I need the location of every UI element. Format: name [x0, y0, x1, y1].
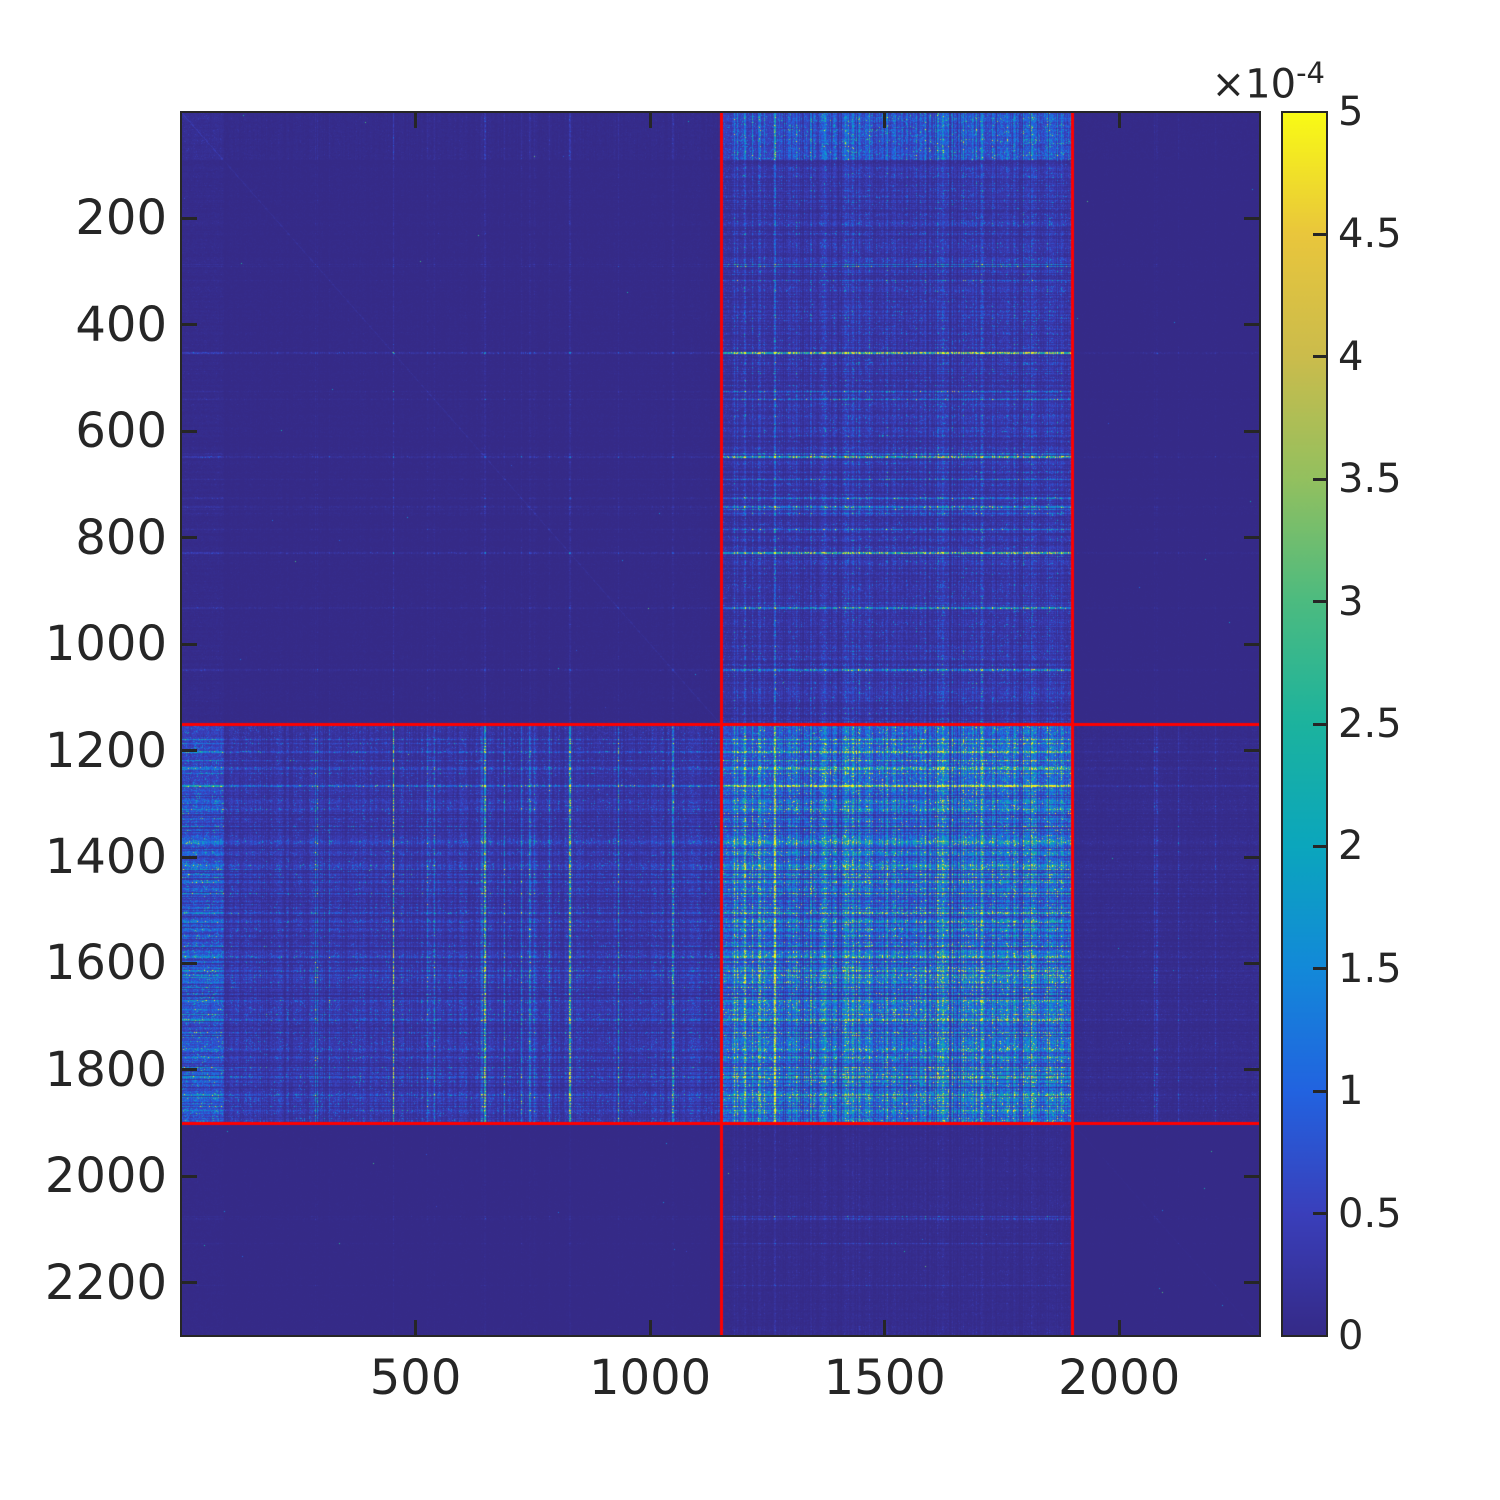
colorbar-tick-label: 3.5: [1338, 456, 1402, 503]
y-tick-label: 1200: [44, 722, 167, 779]
colorbar-tick-label: 1: [1338, 1068, 1364, 1115]
y-tick-right: [1244, 642, 1260, 646]
colorbar-exponent-label: ×10-4: [1130, 56, 1325, 107]
y-tick-right: [1244, 1068, 1260, 1072]
y-tick-right: [1244, 749, 1260, 753]
x-tick: [1117, 1320, 1121, 1336]
colorbar-tick-label: 3: [1338, 578, 1364, 625]
x-tick-label: 500: [369, 1350, 462, 1406]
y-tick-label: 400: [75, 296, 167, 353]
colorbar-tick-label: 0: [1338, 1313, 1364, 1359]
y-tick-label: 1600: [44, 935, 167, 992]
y-tick-right: [1244, 536, 1260, 540]
x-tick: [648, 1320, 652, 1336]
colorbar-exponent-base: ×10: [1211, 61, 1297, 108]
x-tick-top: [648, 112, 652, 128]
y-tick: [181, 1174, 197, 1178]
x-tick-top: [414, 112, 418, 128]
colorbar-tick-label: 1.5: [1338, 945, 1402, 992]
colorbar-tick: [1313, 1089, 1327, 1093]
colorbar-tick: [1313, 600, 1327, 604]
x-tick-top: [1117, 112, 1121, 128]
y-tick: [181, 1068, 197, 1072]
y-tick-label: 800: [75, 509, 167, 566]
colorbar-tick: [1313, 232, 1327, 236]
x-tick: [883, 1320, 887, 1336]
y-tick: [181, 855, 197, 859]
colorbar-tick: [1313, 477, 1327, 481]
y-tick-label: 200: [75, 190, 167, 247]
colorbar-tick: [1313, 355, 1327, 359]
y-tick-label: 1400: [44, 829, 167, 886]
y-tick-right: [1244, 961, 1260, 965]
x-tick: [414, 1320, 418, 1336]
x-tick-label: 2000: [1058, 1350, 1181, 1406]
y-tick-right: [1244, 429, 1260, 433]
y-tick-right: [1244, 216, 1260, 220]
y-tick: [181, 749, 197, 753]
colorbar-tick-label: 4.5: [1338, 211, 1402, 258]
y-tick: [181, 536, 197, 540]
y-tick: [181, 429, 197, 433]
y-tick-right: [1244, 855, 1260, 859]
heatmap-canvas: [181, 112, 1260, 1336]
y-tick-label: 1800: [44, 1041, 167, 1098]
colorbar-tick: [1313, 967, 1327, 971]
colorbar-tick: [1313, 722, 1327, 726]
y-tick-label: 2200: [44, 1254, 167, 1311]
colorbar-tick: [1313, 844, 1327, 848]
y-tick: [181, 642, 197, 646]
colorbar-tick: [1313, 1212, 1327, 1216]
y-tick-label: 2000: [44, 1148, 167, 1205]
y-tick: [181, 1281, 197, 1285]
colorbar-tick-label: 5: [1338, 89, 1364, 135]
y-tick-right: [1244, 1281, 1260, 1285]
colorbar-tick-label: 2: [1338, 823, 1364, 870]
x-tick-label: 1000: [589, 1350, 712, 1406]
y-tick: [181, 216, 197, 220]
x-tick-top: [883, 112, 887, 128]
colorbar-tick-label: 2.5: [1338, 701, 1402, 747]
y-tick-label: 1000: [44, 616, 167, 673]
colorbar-tick-label: 4: [1338, 333, 1364, 380]
y-tick: [181, 323, 197, 327]
y-tick-right: [1244, 323, 1260, 327]
y-tick-label: 600: [75, 403, 167, 460]
y-tick-right: [1244, 1174, 1260, 1178]
colorbar-tick-label: 0.5: [1338, 1190, 1402, 1237]
colorbar-exponent-power: -4: [1296, 56, 1325, 90]
y-tick: [181, 961, 197, 965]
x-tick-label: 1500: [823, 1350, 946, 1406]
